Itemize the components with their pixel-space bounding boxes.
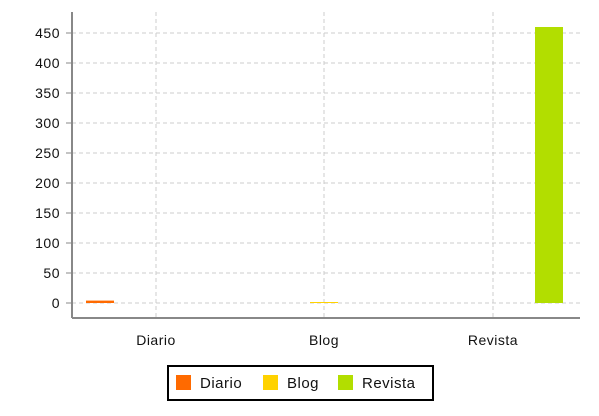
legend-box xyxy=(167,365,434,401)
x-tick-labels: Diario Blog Revista xyxy=(136,332,518,348)
y-tick-label: 400 xyxy=(35,55,60,71)
axes xyxy=(71,12,580,319)
gridlines xyxy=(72,12,580,318)
y-tick-label: 100 xyxy=(35,235,60,251)
legend-swatch-revista xyxy=(338,375,353,390)
x-tick-label: Blog xyxy=(309,332,339,348)
y-tick-label: 250 xyxy=(35,145,60,161)
y-tick-label: 50 xyxy=(43,265,60,281)
x-tick-label: Diario xyxy=(136,332,176,348)
y-tick-label: 300 xyxy=(35,115,60,131)
y-tick-label: 150 xyxy=(35,205,60,221)
legend-swatch-diario xyxy=(176,375,191,390)
y-tick-labels: 0 50 100 150 200 250 300 350 400 450 xyxy=(35,25,72,311)
legend-label-diario: Diario xyxy=(200,375,242,392)
bars xyxy=(86,27,563,303)
y-tick-label: 450 xyxy=(35,25,60,41)
legend: Diario Blog Revista xyxy=(167,365,434,401)
y-tick-label: 350 xyxy=(35,85,60,101)
bar-revista xyxy=(535,27,563,303)
legend-swatch-blog xyxy=(263,375,278,390)
legend-label-blog: Blog xyxy=(287,375,319,392)
y-tick-label: 0 xyxy=(52,295,60,311)
bar-blog xyxy=(310,302,338,303)
legend-label-revista: Revista xyxy=(362,375,416,392)
bar-diario xyxy=(86,300,114,303)
x-tick-label: Revista xyxy=(468,332,518,348)
y-tick-label: 200 xyxy=(35,175,60,191)
